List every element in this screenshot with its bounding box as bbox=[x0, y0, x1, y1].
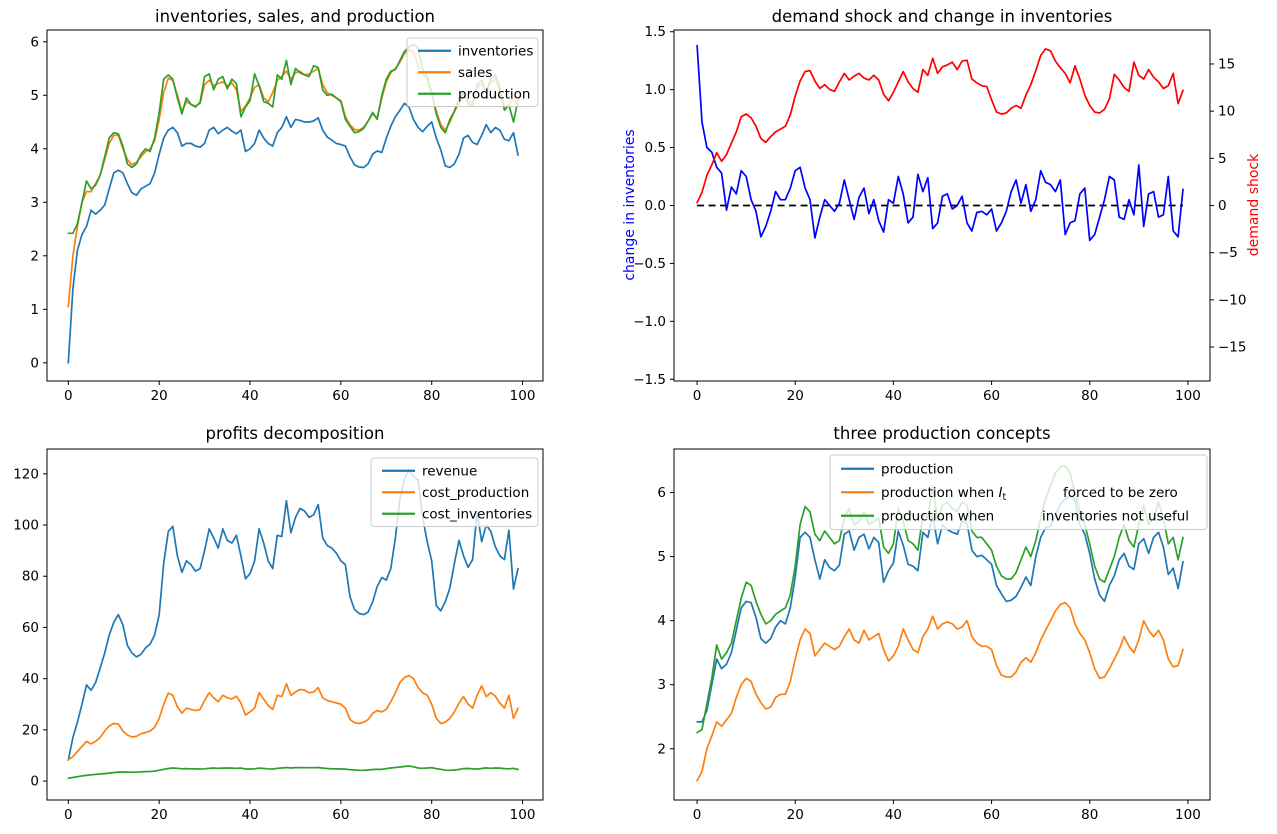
top-right-xtick-label: 20 bbox=[787, 388, 804, 404]
top-left-ytick-label: 3 bbox=[30, 195, 39, 211]
chart-bottom-right: 0 20 40 60 80 100 2 3 4 5 6 production production wh… bbox=[657, 448, 1211, 823]
bottom-right-xtick-label: 20 bbox=[787, 807, 804, 823]
chart-title-top-left: inventories, sales, and production bbox=[154, 7, 436, 26]
bottom-right-xtick-label: 40 bbox=[885, 807, 902, 823]
bottom-right-legend-box bbox=[829, 454, 1208, 530]
top-left-legend-label: inventories bbox=[458, 43, 533, 59]
bottom-left-ytick-label: 40 bbox=[22, 671, 39, 687]
bottom-left-xtick-label: 80 bbox=[423, 807, 440, 823]
bottom-right-xtick-label: 0 bbox=[693, 807, 702, 823]
bottom-left-legend-label: revenue bbox=[422, 463, 477, 479]
bottom-right-legend-label-right: forced to be zero bbox=[1063, 485, 1178, 501]
top-left-ytick-label: 0 bbox=[30, 355, 39, 371]
top-left-xtick-label: 40 bbox=[241, 388, 258, 404]
bottom-right-xtick-label: 100 bbox=[1175, 807, 1201, 823]
bottom-left-xtick-label: 100 bbox=[510, 807, 536, 823]
bottom-right-xtick-label: 80 bbox=[1081, 807, 1098, 823]
top-right-line-demand-shock bbox=[696, 48, 1184, 204]
top-right-ytick-label-right: 10 bbox=[1218, 104, 1235, 120]
top-left-legend-box bbox=[406, 37, 539, 107]
bottom-left-xtick-label: 20 bbox=[151, 807, 168, 823]
top-right-xtick-label: 0 bbox=[693, 388, 702, 404]
bottom-right-ytick-label: 5 bbox=[657, 549, 666, 565]
bottom-right-ytick-label: 6 bbox=[657, 485, 666, 501]
bottom-right-ytick-label: 2 bbox=[657, 741, 666, 757]
bottom-right-legend: production production when It forced to be… bbox=[829, 454, 1208, 530]
top-left-legend-label: production bbox=[458, 86, 531, 102]
top-right-ytick-label: 1.0 bbox=[645, 82, 666, 98]
bottom-left-line-revenue bbox=[67, 469, 519, 761]
top-left-ytick-label: 6 bbox=[30, 34, 39, 50]
top-left-ytick-label: 4 bbox=[30, 141, 39, 157]
top-left-ytick-label: 5 bbox=[30, 88, 39, 104]
chart-top-right: 0 20 40 60 80 100−1.5−1.0−0.50.00.51.01.5−15−… bbox=[633, 24, 1246, 404]
top-left-line-production bbox=[67, 43, 519, 235]
bottom-left-legend-label: cost_inventories bbox=[422, 506, 532, 522]
bottom-left-line-cost-inventories bbox=[67, 765, 519, 780]
top-right-ytick-label-right: 5 bbox=[1218, 151, 1227, 167]
bottom-right-legend-label-right: inventories not useful bbox=[1042, 508, 1189, 524]
bottom-right-legend-label: production when bbox=[881, 508, 994, 524]
top-left-line-inventories bbox=[67, 102, 519, 364]
top-right-xtick-label: 100 bbox=[1175, 388, 1201, 404]
chart-title-top-right: demand shock and change in inventories bbox=[771, 7, 1113, 26]
top-right-ytick-label: −0.5 bbox=[633, 256, 666, 272]
chart-bottom-left: 0 20 40 60 80 100 0 20 40 60 80 100 120 revenue cost_p… bbox=[13, 448, 544, 823]
top-right-xtick-label: 60 bbox=[983, 388, 1000, 404]
bottom-right-line-production-when-i-t-forced-to-be-zero bbox=[696, 601, 1184, 782]
top-left-ytick-label: 2 bbox=[30, 248, 39, 264]
top-left-xtick-label: 0 bbox=[64, 388, 73, 404]
bottom-right-xtick-label: 60 bbox=[983, 807, 1000, 823]
top-right-ytick-label-right: −10 bbox=[1218, 292, 1247, 308]
top-left-legend-label: sales bbox=[458, 65, 492, 81]
top-right-ytick-label-right: 15 bbox=[1218, 56, 1235, 72]
top-right-ytick-label: 0.0 bbox=[645, 198, 666, 214]
bottom-left-ytick-label: 100 bbox=[13, 518, 39, 534]
top-right-xtick-label: 40 bbox=[885, 388, 902, 404]
top-left-xtick-label: 60 bbox=[332, 388, 349, 404]
top-right-xtick-label: 80 bbox=[1081, 388, 1098, 404]
top-right-line-change-in-inventories bbox=[696, 44, 1184, 242]
bottom-left-ytick-label: 60 bbox=[22, 620, 39, 636]
bottom-right-ytick-label: 4 bbox=[657, 613, 666, 629]
top-right-ytick-label: −1.0 bbox=[633, 314, 666, 330]
bottom-left-axes-frame bbox=[46, 448, 544, 801]
top-right-ytick-label-right: −5 bbox=[1218, 245, 1238, 261]
chart-top-left: 0 20 40 60 80 100 0 1 2 3 4 5 6 inventories sales produ… bbox=[30, 29, 544, 404]
top-left-xtick-label: 80 bbox=[423, 388, 440, 404]
top-left-legend: inventories sales production bbox=[406, 37, 539, 107]
top-left-axes-frame bbox=[46, 29, 544, 382]
bottom-left-legend-box bbox=[370, 457, 539, 527]
bottom-right-legend-label: production when It bbox=[881, 485, 1007, 503]
top-right-ytick-label: 1.5 bbox=[645, 24, 666, 40]
top-left-xtick-label: 20 bbox=[151, 388, 168, 404]
bottom-right-line-production bbox=[696, 494, 1184, 723]
bottom-left-legend-label: cost_production bbox=[422, 485, 529, 501]
bottom-right-axes-frame bbox=[673, 448, 1211, 801]
y-axis-label-demand-shock: demand shock bbox=[1246, 153, 1262, 257]
top-left-xtick-label: 100 bbox=[510, 388, 536, 404]
bottom-left-xtick-label: 60 bbox=[332, 807, 349, 823]
bottom-left-legend: revenue cost_production cost_inventories bbox=[370, 457, 539, 527]
bottom-left-ytick-label: 0 bbox=[30, 774, 39, 790]
chart-title-bottom-left: profits decomposition bbox=[205, 424, 385, 443]
bottom-left-xtick-label: 0 bbox=[64, 807, 73, 823]
top-left-ytick-label: 1 bbox=[30, 302, 39, 318]
top-right-ytick-label-right: 0 bbox=[1218, 198, 1227, 214]
bottom-left-line-cost-production bbox=[67, 674, 519, 761]
bottom-left-ytick-label: 20 bbox=[22, 722, 39, 738]
bottom-left-ytick-label: 80 bbox=[22, 569, 39, 585]
bottom-left-xtick-label: 40 bbox=[241, 807, 258, 823]
chart-title-bottom-right: three production concepts bbox=[833, 424, 1051, 443]
top-right-ytick-label: −1.5 bbox=[633, 372, 666, 388]
bottom-left-ytick-label: 120 bbox=[13, 466, 39, 482]
top-right-ytick-label-right: −15 bbox=[1218, 340, 1247, 356]
bottom-right-legend-label: production bbox=[881, 461, 954, 477]
top-right-ytick-label: 0.5 bbox=[645, 140, 666, 156]
bottom-right-ytick-label: 3 bbox=[657, 677, 666, 693]
y-axis-label-change-in-inventories: change in inventories bbox=[622, 129, 638, 281]
